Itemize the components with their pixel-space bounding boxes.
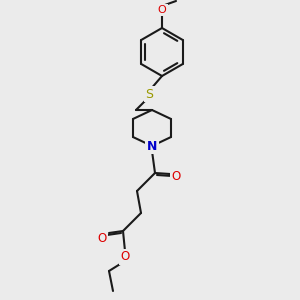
Text: N: N (147, 140, 157, 152)
Text: O: O (171, 170, 181, 184)
Text: S: S (145, 88, 153, 100)
Text: O: O (98, 232, 106, 244)
Text: O: O (158, 5, 166, 15)
Text: O: O (120, 250, 130, 263)
